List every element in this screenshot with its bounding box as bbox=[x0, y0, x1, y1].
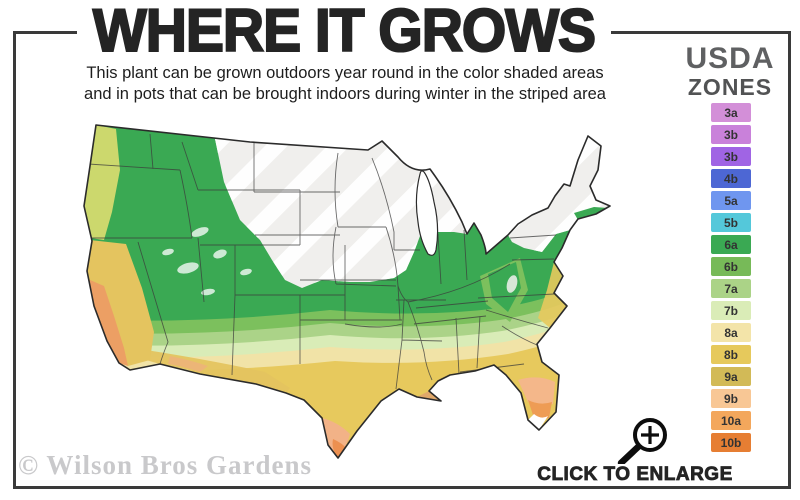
watermark: © Wilson Bros Gardens bbox=[18, 450, 312, 480]
legend-zone-chip: 8b bbox=[711, 345, 751, 364]
magnifier-plus-icon[interactable] bbox=[612, 413, 676, 471]
subtitle-line-1: This plant can be grown outdoors year ro… bbox=[86, 64, 604, 82]
legend-zone-chip: 7a bbox=[711, 279, 751, 298]
legend-zone-chip: 10b bbox=[711, 433, 751, 452]
usda-label: USDA bbox=[685, 42, 775, 75]
legend-zone-chip: 6a bbox=[711, 235, 751, 254]
legend-zone-chip: 8a bbox=[711, 323, 751, 342]
legend-zone-chip: 5b bbox=[711, 213, 751, 232]
us-map-outline bbox=[83, 124, 611, 459]
page-title: WHERE IT GROWS bbox=[14, 0, 674, 66]
click-to-enlarge[interactable]: CLICK TO ENLARGE bbox=[518, 464, 752, 486]
us-hardiness-map[interactable] bbox=[50, 112, 670, 472]
zones-label: ZONES bbox=[687, 74, 773, 100]
legend-zone-chip: 9b bbox=[711, 389, 751, 408]
legend-zone-chip: 10a bbox=[711, 411, 751, 430]
legend-zone-chip: 3b bbox=[711, 147, 751, 166]
subtitle-line-2: and in pots that can be brought indoors … bbox=[84, 85, 606, 104]
legend-zone-chip: 3a bbox=[711, 103, 751, 122]
subtitle: This plant can be grown outdoors year ro… bbox=[55, 63, 635, 105]
legend-zone-chip: 5a bbox=[711, 191, 751, 210]
legend-zone-chip: 4b bbox=[711, 169, 751, 188]
usda-zones-heading: USDA ZONES bbox=[660, 44, 800, 99]
legend-zone-chip: 3b bbox=[711, 125, 751, 144]
legend-zone-chip: 9a bbox=[711, 367, 751, 386]
legend-zone-chip: 7b bbox=[711, 301, 751, 320]
legend-zone-chip: 6b bbox=[711, 257, 751, 276]
usda-zone-legend: 3a 3b 3b 4b 5a 5b 6a 6b 7a 7b 8a 8b 9a 9b 10a 10b bbox=[711, 103, 751, 452]
